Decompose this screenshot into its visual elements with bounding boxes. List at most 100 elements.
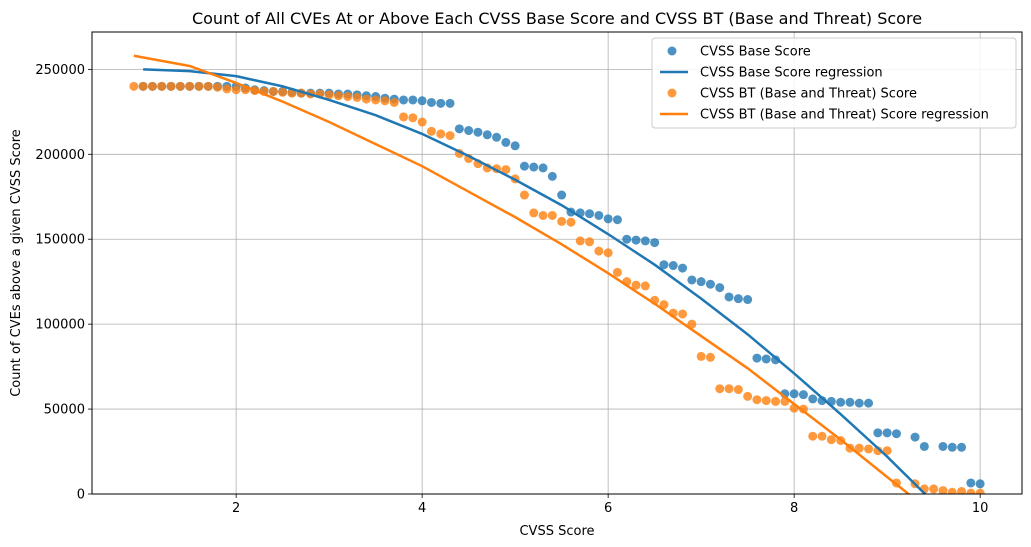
data-point [175,81,185,91]
data-point [417,96,427,106]
data-point [445,98,455,108]
data-point [538,210,548,220]
x-tick-label: 4 [418,501,426,516]
data-point [333,91,343,101]
data-point [724,384,734,394]
data-point [919,441,929,451]
y-tick-label: 100000 [35,318,85,333]
data-point [705,352,715,362]
y-tick-label: 150000 [35,233,85,248]
data-point [464,126,474,136]
data-point [733,385,743,395]
data-point [733,294,743,304]
data-point [659,260,669,270]
data-point [836,397,846,407]
data-point [761,354,771,364]
x-tick-label: 10 [972,501,989,516]
regression-line [143,68,927,494]
data-point [798,390,808,400]
legend-box [651,37,1017,129]
data-point [929,484,939,494]
data-point [213,82,223,92]
data-point [845,397,855,407]
data-point [417,117,427,127]
data-point [789,389,799,399]
data-point [659,300,669,310]
data-point [771,396,781,406]
data-point [603,248,613,258]
data-point [436,98,446,108]
y-tick-label: 250000 [35,63,85,78]
y-axis-label: Count of CVEs above a given CVSS Score [9,129,24,397]
data-point [575,236,585,246]
legend-label: CVSS BT (Base and Threat) Score [700,87,917,102]
data-point [752,395,762,405]
data-point [687,319,697,329]
data-point [975,479,985,489]
data-point [715,384,725,394]
data-point [166,81,176,91]
data-point [594,210,604,220]
data-point [445,131,455,141]
data-point [361,94,371,104]
data-point [324,90,334,100]
data-point [278,87,288,97]
data-point [957,442,967,452]
data-point [891,429,901,439]
data-point [854,443,864,453]
data-point [566,217,576,227]
legend-label: CVSS Base Score regression [700,66,883,81]
data-point [864,398,874,408]
data-point [231,85,241,95]
data-point [631,280,641,290]
data-point [743,295,753,305]
data-point [640,281,650,291]
data-point [873,428,883,438]
legend: CVSS Base Score CVSS Base Score regressio… [651,37,1017,129]
data-point [222,84,232,94]
data-point [678,263,688,273]
data-point [408,95,418,105]
data-point [761,396,771,406]
y-tick-label: 0 [77,488,85,503]
data-point [538,163,548,173]
data-point [547,171,557,181]
data-point [687,275,697,285]
data-point [426,97,436,107]
data-point [771,355,781,365]
data-point [129,81,139,91]
data-point [957,486,967,494]
x-tick-label: 6 [604,501,612,516]
data-point [826,435,836,445]
data-point [705,279,715,289]
regression-line [133,54,911,494]
data-point [678,309,688,319]
data-point [408,113,418,123]
data-point [547,210,557,220]
plot-frame [91,31,1023,495]
plot-area [129,54,985,494]
data-point [668,261,678,271]
x-tick-label: 2 [232,501,240,516]
data-point [399,95,409,105]
legend-marker [667,46,677,56]
data-point [185,81,195,91]
data-point [389,97,399,107]
data-point [352,92,362,102]
data-point [426,126,436,136]
y-tick-label: 50000 [44,403,85,418]
data-point [529,208,539,218]
data-point [492,132,502,142]
data-point [631,235,641,245]
data-point [343,92,353,102]
data-point [380,96,390,106]
data-point [371,95,381,105]
data-point [157,81,167,91]
data-point [696,277,706,287]
x-tick-label: 8 [790,501,798,516]
data-point [454,124,464,134]
data-point [696,351,706,361]
data-point [501,165,511,175]
data-point [947,487,957,494]
